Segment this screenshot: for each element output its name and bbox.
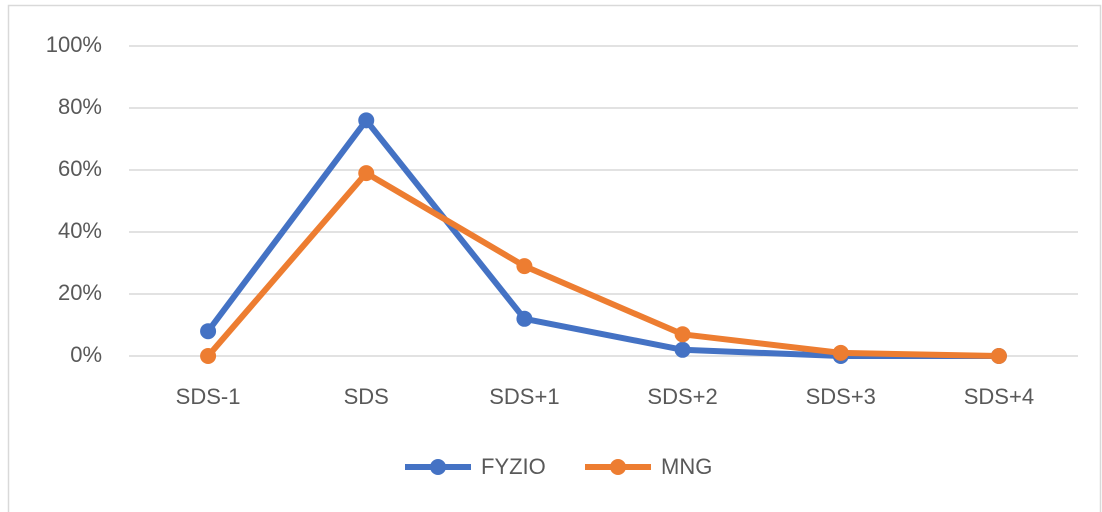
chart-frame xyxy=(7,4,1102,512)
point xyxy=(674,326,691,343)
point xyxy=(674,341,691,358)
y-tick-label: 0% xyxy=(70,342,102,367)
x-tick-label: SDS+1 xyxy=(489,384,559,409)
x-tick-label: SDS-1 xyxy=(176,384,241,409)
point xyxy=(358,112,375,129)
x-tick-label: SDS+4 xyxy=(964,384,1034,409)
point xyxy=(990,348,1007,364)
legend-label: FYZIO xyxy=(481,454,546,479)
point xyxy=(358,165,375,182)
y-tick-label: 80% xyxy=(58,94,102,119)
series-line xyxy=(205,170,999,359)
legend-label: MNG xyxy=(661,454,712,479)
x-tick-label: SDS+3 xyxy=(806,384,876,409)
x-tick-label: SDS+2 xyxy=(647,384,717,409)
point xyxy=(200,323,217,340)
x-tick-label: SDS xyxy=(344,384,389,409)
legend-marker xyxy=(610,459,626,475)
point xyxy=(200,348,217,364)
point xyxy=(832,344,849,361)
point xyxy=(516,258,533,275)
y-tick-label: 100% xyxy=(46,32,102,57)
y-tick-label: 20% xyxy=(58,280,102,305)
y-tick-label: 40% xyxy=(58,218,102,243)
y-tick-label: 60% xyxy=(58,156,102,181)
point xyxy=(516,310,533,327)
legend-marker xyxy=(430,459,446,475)
